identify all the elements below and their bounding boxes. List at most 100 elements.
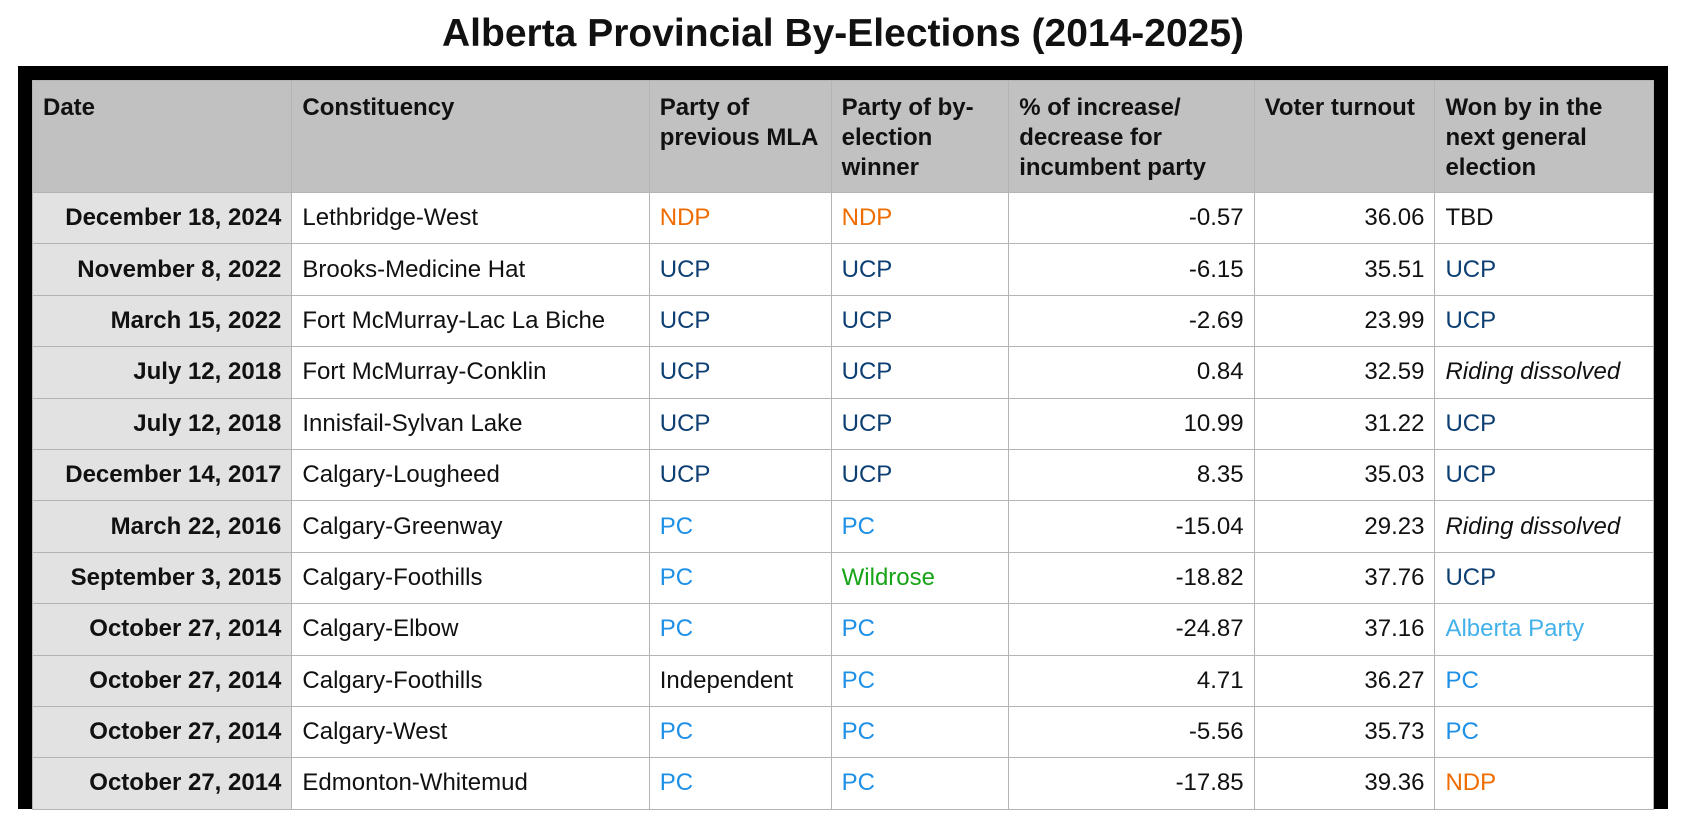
previous-party-cell: PC xyxy=(648,551,832,605)
next-general-winner-cell: UCP xyxy=(1434,294,1654,348)
winner-party-cell: NDP xyxy=(830,191,1010,245)
date-cell: July 12, 2018 xyxy=(31,346,293,399)
previous-party-cell: UCP xyxy=(648,294,832,348)
column-header-next-general-winner: Won by in the next general election xyxy=(1434,80,1654,193)
winner-party-cell: UCP xyxy=(830,448,1010,502)
voter-turnout-cell: 31.22 xyxy=(1253,397,1436,450)
constituency-cell: Fort McMurray-Lac La Biche xyxy=(291,294,650,348)
winner-party-cell: Wildrose xyxy=(830,551,1010,605)
percent-change-cell: 4.71 xyxy=(1008,654,1255,707)
voter-turnout-cell: 32.59 xyxy=(1253,346,1436,399)
by-elections-table: Date Constituency Party of previous MLA … xyxy=(31,80,1654,810)
constituency-cell: Fort McMurray-Conklin xyxy=(291,346,650,399)
previous-party-cell: UCP xyxy=(648,448,832,502)
percent-change-cell: -0.57 xyxy=(1008,191,1255,245)
next-general-winner-cell: NDP xyxy=(1434,757,1654,810)
percent-change-cell: -18.82 xyxy=(1008,551,1255,605)
constituency-cell: Calgary-Greenway xyxy=(291,500,650,553)
voter-turnout-cell: 37.76 xyxy=(1253,551,1436,605)
table-row: October 27, 2014 Calgary-West PC PC -5.56 35.… xyxy=(31,705,1654,759)
percent-change-cell: -24.87 xyxy=(1008,603,1255,656)
date-cell: October 27, 2014 xyxy=(31,705,293,759)
table-row: September 3, 2015 Calgary-Foothills PC Wild… xyxy=(31,551,1654,605)
date-cell: November 8, 2022 xyxy=(31,243,293,296)
voter-turnout-cell: 35.03 xyxy=(1253,448,1436,502)
voter-turnout-cell: 36.06 xyxy=(1253,191,1436,245)
next-general-winner-cell: UCP xyxy=(1434,397,1654,450)
date-cell: September 3, 2015 xyxy=(31,551,293,605)
constituency-cell: Calgary-Elbow xyxy=(291,603,650,656)
percent-change-cell: -17.85 xyxy=(1008,757,1255,810)
constituency-cell: Brooks-Medicine Hat xyxy=(291,243,650,296)
winner-party-cell: PC xyxy=(830,757,1010,810)
table-frame: Date Constituency Party of previous MLA … xyxy=(18,66,1668,810)
column-header-previous-party: Party of previous MLA xyxy=(648,80,832,193)
table-row: March 22, 2016 Calgary-Greenway PC PC -15.04… xyxy=(31,500,1654,553)
column-header-voter-turnout: Voter turnout xyxy=(1253,80,1436,193)
table-row: July 12, 2018 Innisfail-Sylvan Lake UCP UCP… xyxy=(31,397,1654,450)
date-cell: October 27, 2014 xyxy=(31,757,293,810)
next-general-winner-cell: UCP xyxy=(1434,243,1654,296)
constituency-cell: Calgary-Foothills xyxy=(291,654,650,707)
constituency-cell: Calgary-Lougheed xyxy=(291,448,650,502)
date-cell: July 12, 2018 xyxy=(31,397,293,450)
next-general-winner-cell: UCP xyxy=(1434,551,1654,605)
percent-change-cell: -2.69 xyxy=(1008,294,1255,348)
winner-party-cell: UCP xyxy=(830,346,1010,399)
percent-change-cell: -6.15 xyxy=(1008,243,1255,296)
column-header-date: Date xyxy=(31,80,293,193)
column-header-constituency: Constituency xyxy=(291,80,650,193)
winner-party-cell: PC xyxy=(830,603,1010,656)
page-title: Alberta Provincial By-Elections (2014-20… xyxy=(442,12,1244,55)
previous-party-cell: PC xyxy=(648,705,832,759)
next-general-winner-cell: Alberta Party xyxy=(1434,603,1654,656)
header-row: Date Constituency Party of previous MLA … xyxy=(31,80,1654,193)
percent-change-cell: 10.99 xyxy=(1008,397,1255,450)
winner-party-cell: PC xyxy=(830,500,1010,553)
next-general-winner-cell: Riding dissolved xyxy=(1434,500,1654,553)
percent-change-cell: 0.84 xyxy=(1008,346,1255,399)
constituency-cell: Calgary-West xyxy=(291,705,650,759)
constituency-cell: Innisfail-Sylvan Lake xyxy=(291,397,650,450)
winner-party-cell: PC xyxy=(830,654,1010,707)
percent-change-cell: 8.35 xyxy=(1008,448,1255,502)
constituency-cell: Calgary-Foothills xyxy=(291,551,650,605)
voter-turnout-cell: 29.23 xyxy=(1253,500,1436,553)
winner-party-cell: UCP xyxy=(830,243,1010,296)
percent-change-cell: -15.04 xyxy=(1008,500,1255,553)
voter-turnout-cell: 35.73 xyxy=(1253,705,1436,759)
table-row: December 18, 2024 Lethbridge-West NDP NDP -0… xyxy=(31,191,1654,245)
winner-party-cell: UCP xyxy=(830,294,1010,348)
date-cell: December 18, 2024 xyxy=(31,191,293,245)
next-general-winner-cell: PC xyxy=(1434,705,1654,759)
previous-party-cell: PC xyxy=(648,500,832,553)
next-general-winner-cell: Riding dissolved xyxy=(1434,346,1654,399)
table-row: March 15, 2022 Fort McMurray-Lac La Biche… xyxy=(31,294,1654,348)
date-cell: March 15, 2022 xyxy=(31,294,293,348)
date-cell: March 22, 2016 xyxy=(31,500,293,553)
percent-change-cell: -5.56 xyxy=(1008,705,1255,759)
column-header-percent-change: % of increase/ decrease for incumbent pa… xyxy=(1008,80,1255,193)
table-row: October 27, 2014 Calgary-Foothills Indepen… xyxy=(31,654,1654,707)
date-cell: December 14, 2017 xyxy=(31,448,293,502)
table-row: October 27, 2014 Calgary-Elbow PC PC -24.87 3… xyxy=(31,603,1654,656)
previous-party-cell: PC xyxy=(648,757,832,810)
table-row: July 12, 2018 Fort McMurray-Conklin UCP UCP… xyxy=(31,346,1654,399)
next-general-winner-cell: PC xyxy=(1434,654,1654,707)
date-cell: October 27, 2014 xyxy=(31,603,293,656)
previous-party-cell: Independent xyxy=(648,654,832,707)
table-row: November 8, 2022 Brooks-Medicine Hat UCP UC… xyxy=(31,243,1654,296)
winner-party-cell: UCP xyxy=(830,397,1010,450)
previous-party-cell: NDP xyxy=(648,191,832,245)
voter-turnout-cell: 39.36 xyxy=(1253,757,1436,810)
previous-party-cell: UCP xyxy=(648,397,832,450)
previous-party-cell: UCP xyxy=(648,243,832,296)
next-general-winner-cell: UCP xyxy=(1434,448,1654,502)
winner-party-cell: PC xyxy=(830,705,1010,759)
previous-party-cell: UCP xyxy=(648,346,832,399)
voter-turnout-cell: 35.51 xyxy=(1253,243,1436,296)
voter-turnout-cell: 37.16 xyxy=(1253,603,1436,656)
constituency-cell: Lethbridge-West xyxy=(291,191,650,245)
previous-party-cell: PC xyxy=(648,603,832,656)
column-header-winner-party: Party of by-election winner xyxy=(830,80,1010,193)
